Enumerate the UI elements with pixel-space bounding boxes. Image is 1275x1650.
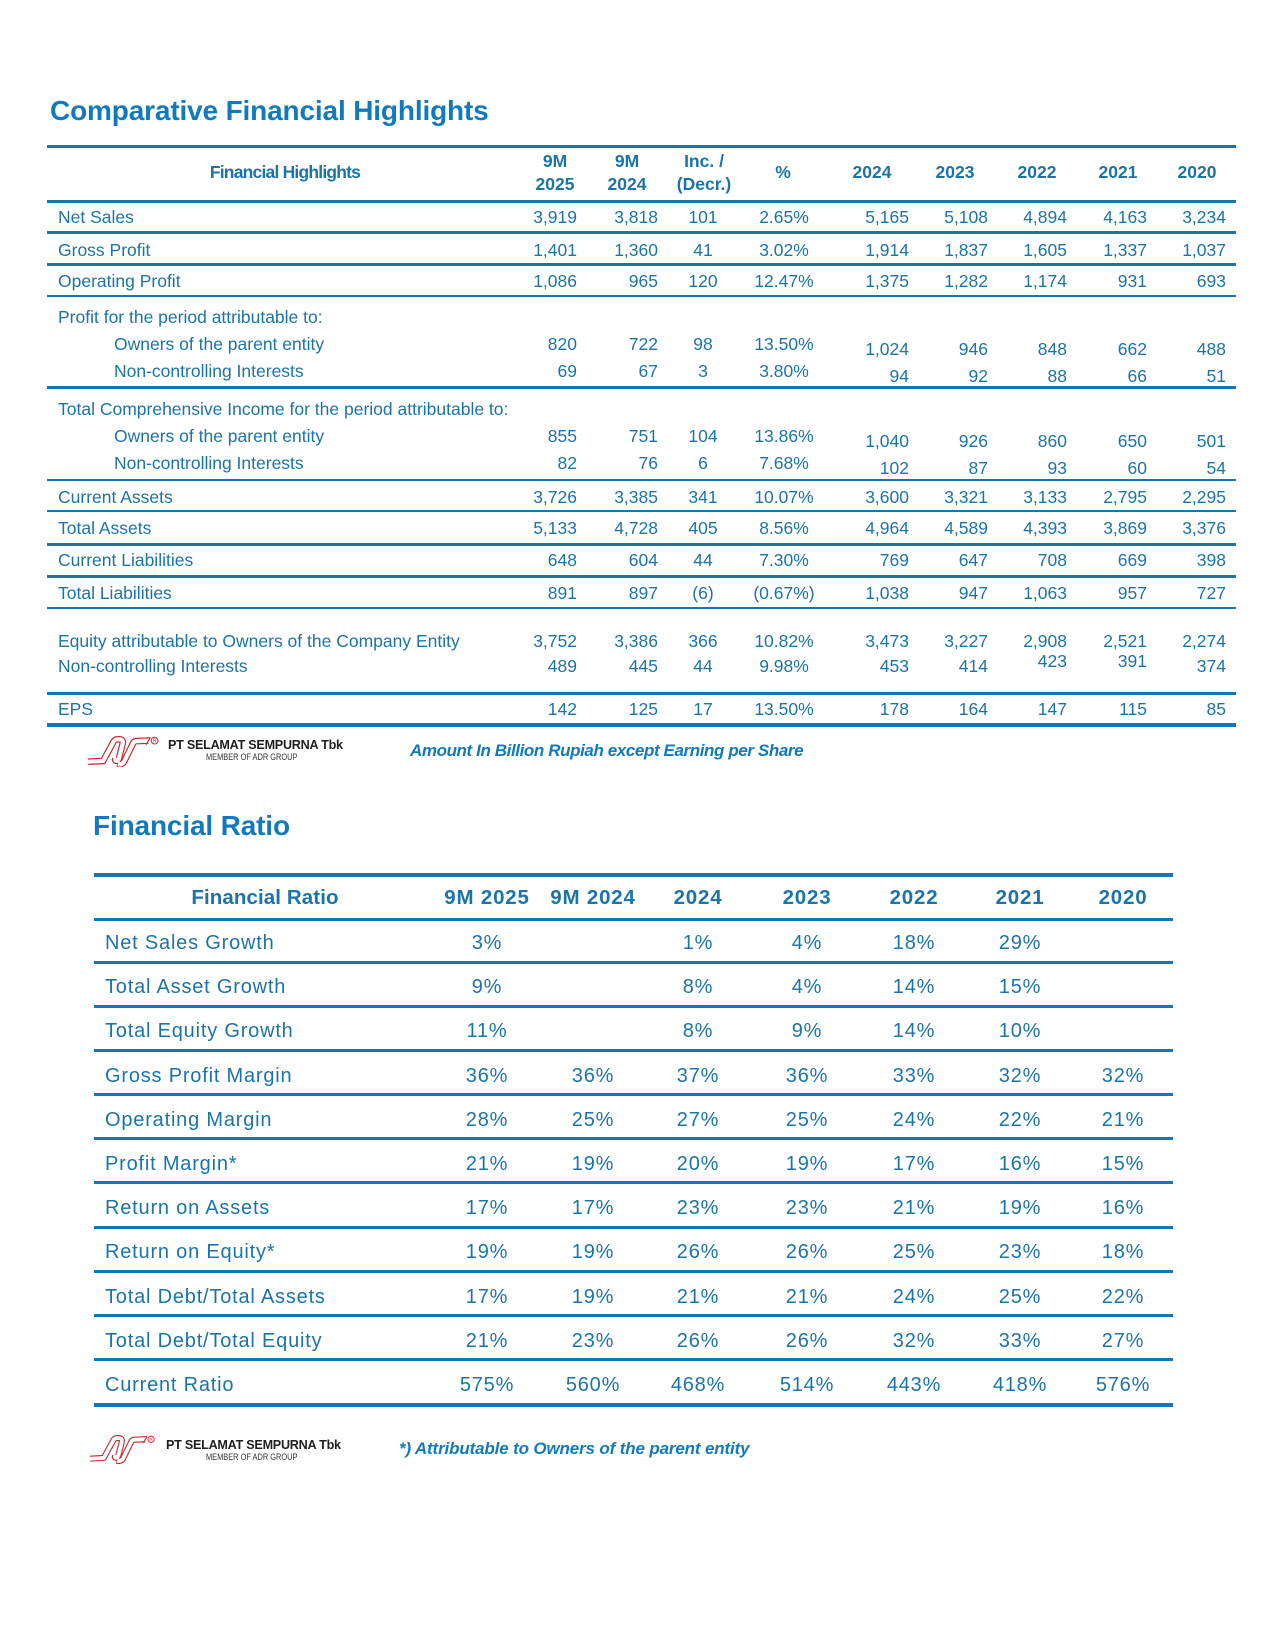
svg-text:R: R (149, 1437, 153, 1443)
svg-text:R: R (153, 739, 157, 745)
